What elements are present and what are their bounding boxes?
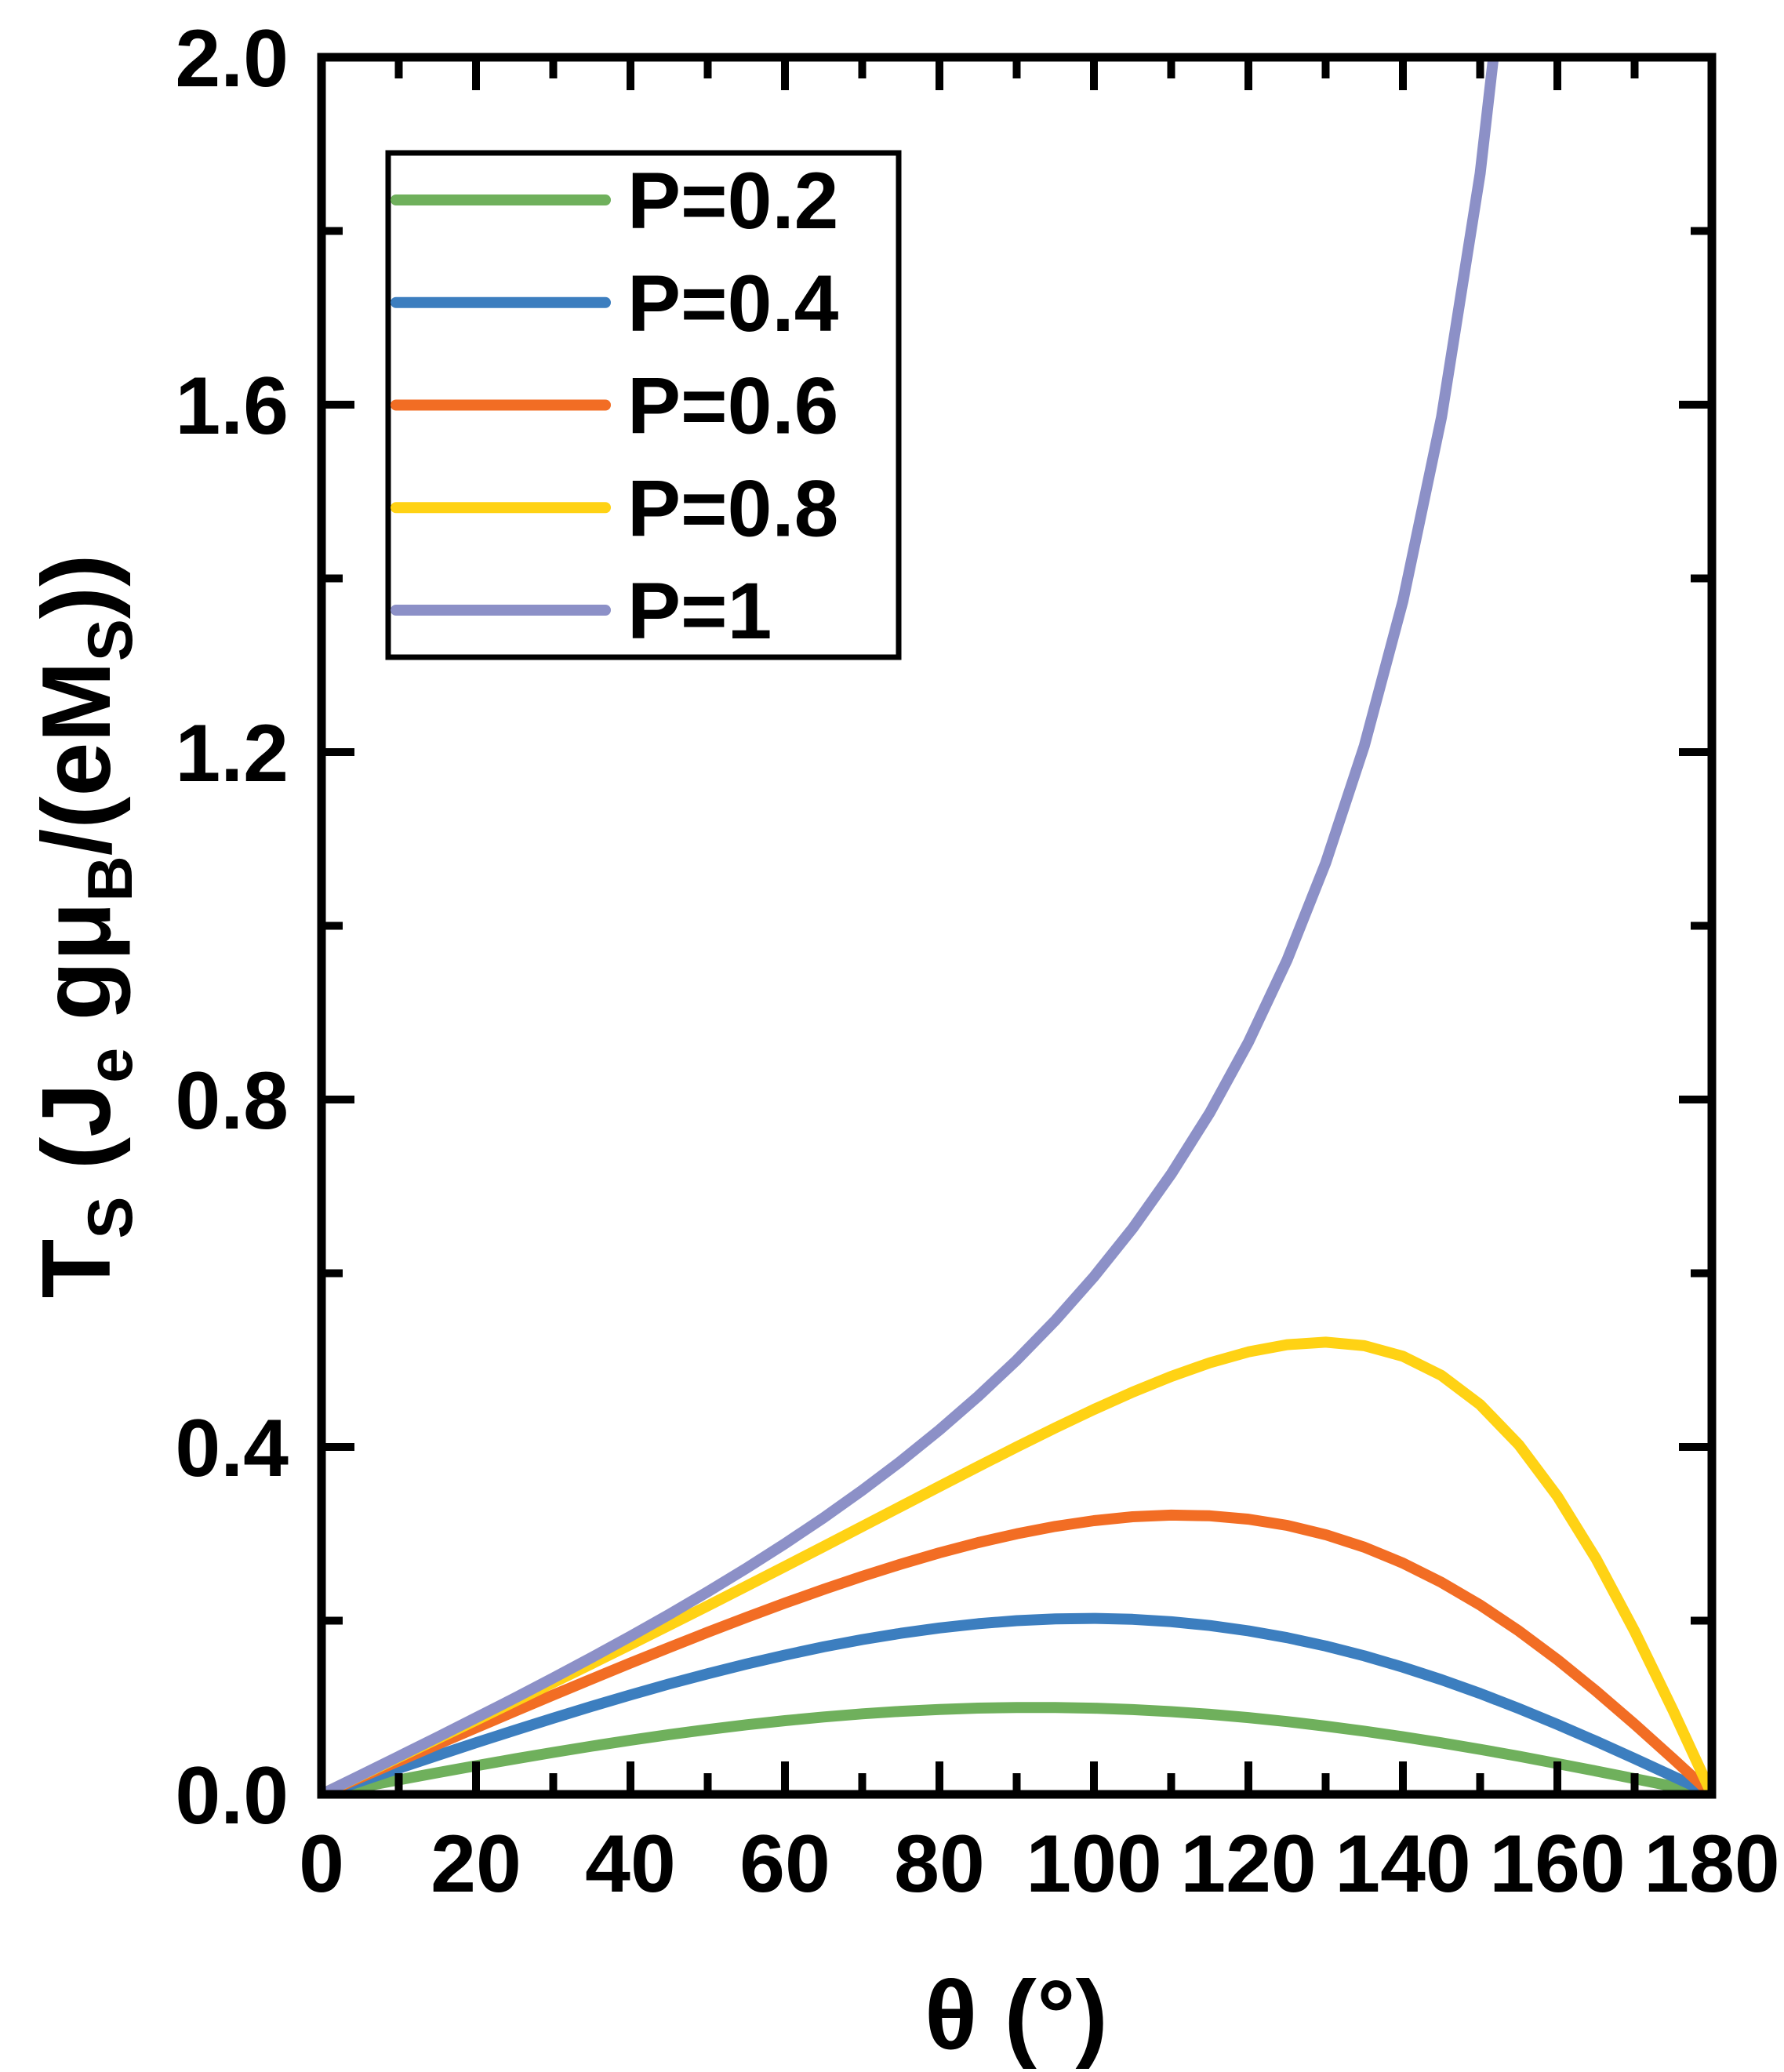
- y-axis-title-segment: (J: [23, 1083, 131, 1197]
- x-tick-label: 100: [1026, 1819, 1162, 1910]
- curve-p-0.4: [322, 1612, 1712, 1794]
- y-tick-label: 2.0: [175, 13, 289, 104]
- legend-label: P=1: [627, 566, 772, 656]
- legend: P=0.2 P=0.4 P=0.6 P=0.8 P=1: [385, 150, 902, 660]
- y-tick-label: 0.0: [175, 1750, 289, 1841]
- y-tick-label: 1.2: [175, 708, 289, 799]
- legend-label: P=0.8: [627, 463, 838, 553]
- x-tick-label: 140: [1335, 1819, 1471, 1910]
- curve-p-0.6: [322, 1509, 1712, 1794]
- y-axis-title-segment: /(eM: [23, 661, 131, 856]
- x-tick-label: 0: [299, 1819, 344, 1910]
- x-tick-label: 20: [431, 1819, 521, 1910]
- x-tick-label: 80: [894, 1819, 985, 1910]
- curve-p-1: [322, 57, 1499, 1794]
- y-axis-title-subscript: B: [75, 856, 146, 902]
- axis-ticks: [322, 57, 1712, 1794]
- legend-label: P=0.2: [627, 156, 838, 245]
- legend-label: P=0.6: [627, 362, 838, 451]
- x-tick-label: 60: [739, 1819, 830, 1910]
- y-axis-title-segment: T: [23, 1239, 131, 1299]
- x-tick-label: 180: [1644, 1819, 1780, 1910]
- legend-label: P=0.4: [627, 259, 839, 348]
- curves-layer: [322, 57, 1712, 1794]
- y-axis-title-subscript: S: [75, 619, 146, 661]
- axis-tick-labels: 0 20 40 60 80 100 120 140 160 180 0.0 0.4 0.8 1.2 1.6 2…: [175, 13, 1779, 1910]
- y-axis-title-subscript: e: [75, 1048, 146, 1083]
- x-axis-title: θ (°): [925, 1961, 1108, 2070]
- y-tick-label: 0.4: [175, 1403, 289, 1494]
- y-axis-title-segment: gμ: [23, 902, 131, 1048]
- y-tick-label: 0.8: [175, 1056, 289, 1147]
- y-tick-label: 1.6: [175, 361, 289, 452]
- x-tick-label: 160: [1489, 1819, 1626, 1910]
- y-axis-title-segment: )): [23, 554, 131, 620]
- axis-titles: θ (°)TS (Je gμB/(eMS)): [23, 554, 1108, 2070]
- x-axis-title-segment: θ (°): [925, 1961, 1108, 2070]
- x-tick-label: 40: [585, 1819, 676, 1910]
- curve-p-0.2: [322, 1702, 1712, 1794]
- x-tick-label: 120: [1180, 1819, 1317, 1910]
- y-axis-title: TS (Je gμB/(eMS)): [23, 554, 146, 1299]
- y-axis-title-subscript: S: [75, 1197, 146, 1239]
